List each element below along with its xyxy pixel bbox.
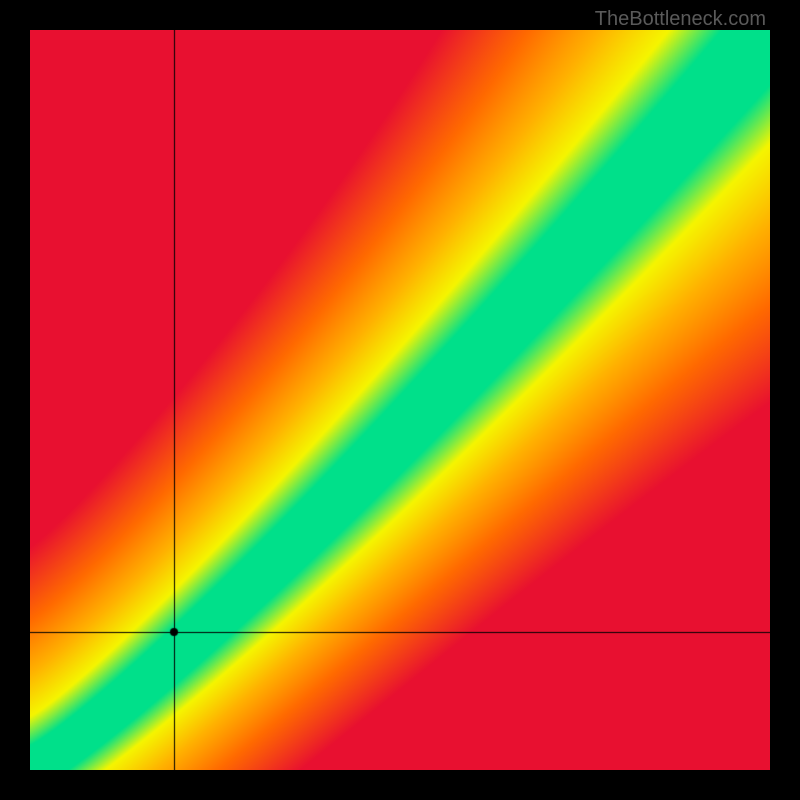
heatmap-chart — [30, 30, 770, 770]
watermark-text: TheBottleneck.com — [595, 8, 766, 31]
heatmap-canvas — [30, 30, 770, 770]
